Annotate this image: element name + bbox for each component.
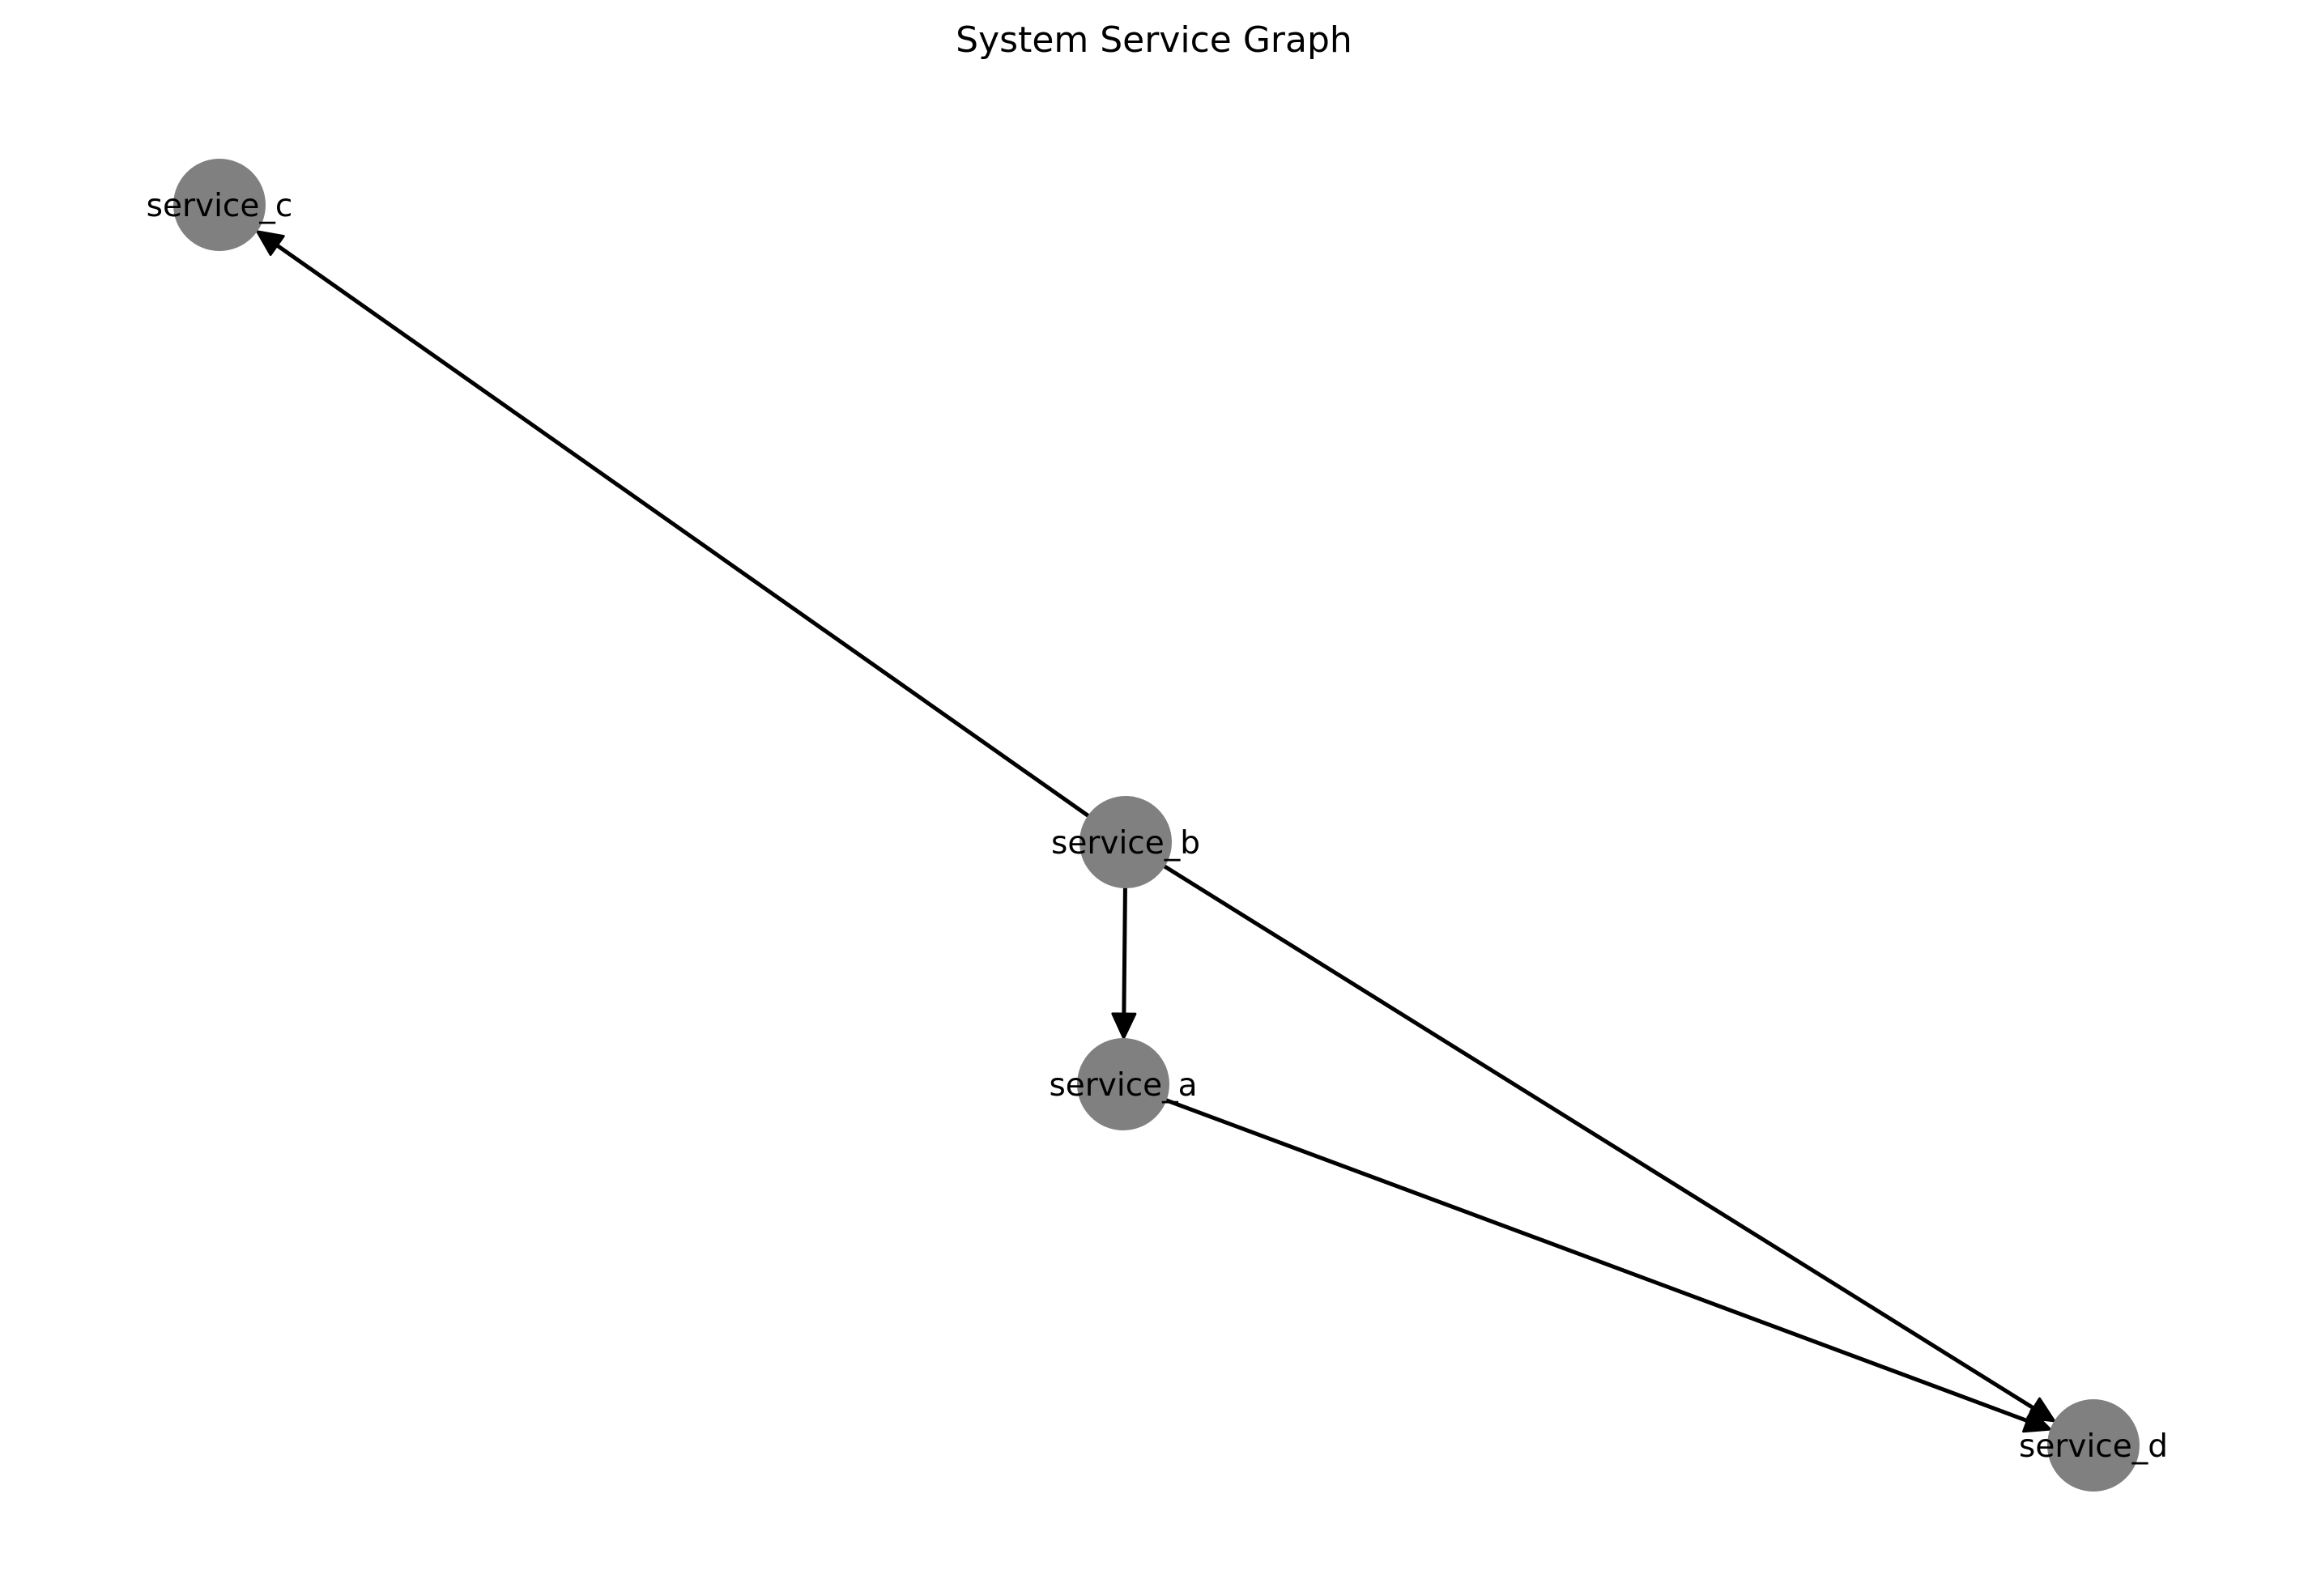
edge-service_a-service_d [1164, 1098, 2052, 1433]
node-service_a [1077, 1038, 1169, 1130]
edge-service_b-service_d [1162, 864, 2056, 1423]
graph-title: System Service Graph [956, 19, 1352, 61]
edge-line [1164, 1098, 2033, 1424]
node-label-service_a: service_a [1049, 1067, 1197, 1104]
edge-line [272, 241, 1090, 818]
node-label-service_c: service_c [147, 188, 293, 224]
edge-line [1162, 864, 2039, 1412]
arrowhead [2022, 1409, 2052, 1433]
nodes-layer [173, 159, 2140, 1492]
node-label-service_b: service_b [1051, 825, 1200, 862]
arrowhead [256, 230, 285, 257]
node-label-service_d: service_d [2019, 1428, 2168, 1465]
edge-line [1122, 886, 1127, 1019]
node-service_b [1079, 796, 1172, 888]
edge-service_b-service_c [256, 230, 1090, 818]
edges-layer [256, 230, 2056, 1433]
arrowhead [1111, 1012, 1137, 1040]
edge-service_b-service_a [1111, 886, 1137, 1040]
labels-layer: service_c service_b service_a service_d [147, 188, 2168, 1465]
node-service_c [173, 159, 266, 251]
node-service_d [2047, 1399, 2140, 1492]
